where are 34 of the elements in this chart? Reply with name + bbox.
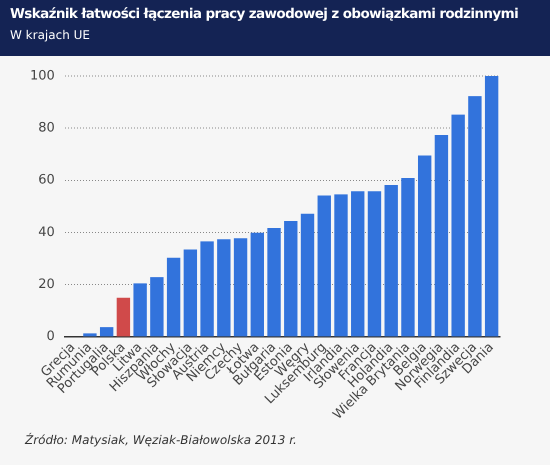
bar: [334, 194, 348, 336]
bar: [200, 241, 214, 336]
bar: [234, 238, 248, 336]
bar: [116, 298, 130, 336]
bar: [267, 228, 281, 336]
y-tick-label: 40: [38, 224, 55, 240]
chart-title: Wskaźnik łatwości łączenia pracy zawodowej z obowiązkami rodzinnymi: [10, 6, 520, 22]
y-tick-label: 80: [38, 120, 55, 136]
bar: [451, 114, 465, 336]
bar: [434, 134, 448, 336]
bar: [384, 185, 398, 336]
bar: [133, 283, 147, 336]
bar: [166, 258, 180, 336]
bar: [284, 221, 298, 336]
bar: [217, 239, 231, 336]
bar: [484, 76, 498, 336]
y-tick-label: 20: [38, 277, 55, 292]
bar: [83, 333, 97, 336]
bar: [401, 178, 415, 336]
chart-subtitle: W krajach UE: [10, 27, 91, 43]
bar: [351, 191, 364, 336]
bar: [418, 156, 432, 336]
bar: [100, 327, 114, 336]
bar: [184, 249, 198, 336]
y-tick-label: 100: [30, 68, 55, 84]
y-tick-label: 60: [38, 172, 55, 188]
bar: [250, 232, 264, 336]
bar: [468, 96, 482, 336]
bar: [150, 277, 164, 336]
text: Źródło: Matysiak, Węziak-Białowolska 2013 r.: [25, 433, 297, 447]
y-tick-label: 0: [46, 329, 55, 344]
bar: [318, 195, 331, 336]
bar: [368, 191, 382, 336]
bar: [300, 214, 314, 336]
